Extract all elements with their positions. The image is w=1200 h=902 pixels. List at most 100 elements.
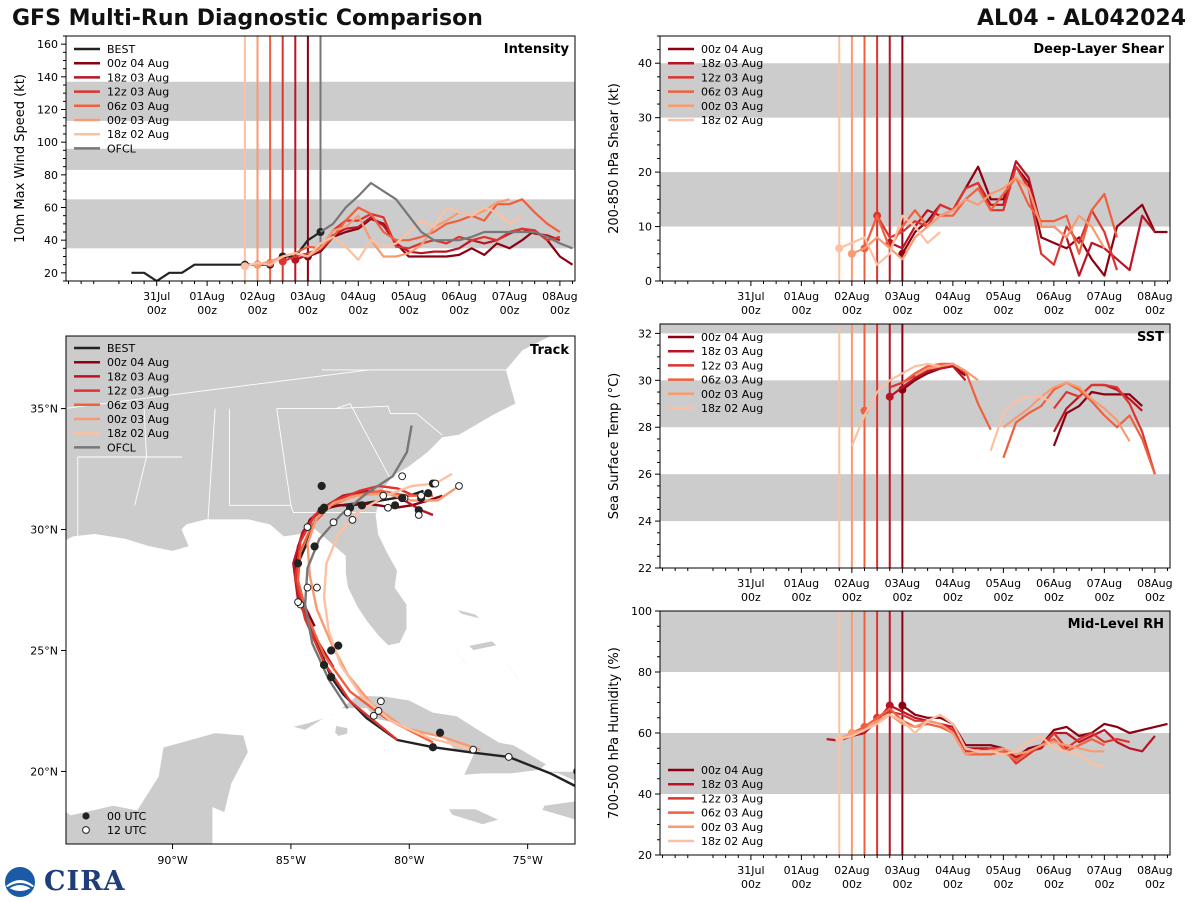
rh-xtick-hour: 00z <box>1044 878 1064 891</box>
sst-point <box>885 392 894 401</box>
sst-xtick-hour: 00z <box>1094 591 1114 604</box>
intensity-line-OFCL <box>319 181 573 250</box>
track-xtick-label: 85°W <box>276 854 306 867</box>
shear-xtick-hour: 00z <box>943 304 963 317</box>
legend-label: 12z 03 Aug <box>701 792 763 805</box>
bahamas-island <box>551 705 571 724</box>
rh-xtick-hour: 00z <box>1094 878 1114 891</box>
state-boundary <box>66 369 370 409</box>
legend-label: 18z 02 Aug <box>701 402 763 415</box>
shear-band-0 <box>660 172 1170 227</box>
intensity-xtick-hour: 00z <box>550 304 570 317</box>
track-xtick-label: 90°W <box>157 854 187 867</box>
track-point-12utc <box>414 511 423 519</box>
legend-label: OFCL <box>107 142 137 155</box>
intensity-ytick-label: 60 <box>44 202 58 215</box>
track-line-OFCL <box>303 425 413 710</box>
rh-line-00z-03-Aug <box>838 713 1105 756</box>
rh-point <box>835 735 844 744</box>
bahamas-island <box>527 686 545 707</box>
rh-line-18z-02-Aug <box>839 713 1105 768</box>
shear-xtick-date: 03Aug <box>885 290 920 303</box>
rh-xtick-hour: 00z <box>741 878 761 891</box>
legend-label: 06z 03 Aug <box>701 374 763 387</box>
intensity-plot-area <box>66 36 575 281</box>
shear-xtick-date: 01Aug <box>784 290 819 303</box>
shear-xtick-hour: 00z <box>791 304 811 317</box>
cira-logo-text: CIRA <box>44 866 126 897</box>
intensity-ytick-label: 80 <box>44 169 58 182</box>
shear-xtick-date: 07Aug <box>1087 290 1122 303</box>
intensity-xtick-date: 01Aug <box>189 290 224 303</box>
legend-label: 00z 03 Aug <box>701 821 763 834</box>
intensity-xtick-hour: 00z <box>500 304 520 317</box>
isla-juventud <box>334 725 349 737</box>
legend-label: 00z 04 Aug <box>701 764 763 777</box>
legend-label: 06z 03 Aug <box>701 807 763 820</box>
noaa-globe-icon <box>5 867 35 897</box>
shear-xtick-hour: 00z <box>1145 304 1165 317</box>
state-boundary <box>276 405 443 436</box>
intensity-ytick-label: 20 <box>44 267 58 280</box>
legend-label: 06z 03 Aug <box>107 100 169 113</box>
legend-label: 12z 03 Aug <box>701 359 763 372</box>
shear-xtick-hour: 00z <box>892 304 912 317</box>
sst-xtick-hour: 00z <box>842 591 862 604</box>
legend-label: 00z 04 Aug <box>107 356 169 369</box>
track-point-12utc <box>379 491 388 500</box>
intensity-ytick-label: 100 <box>37 136 58 149</box>
track-point-00utc <box>327 646 336 655</box>
panel-shear: 01020304031Jul00z01Aug00z02Aug00z03Aug00… <box>607 35 1173 317</box>
track-title: Track <box>530 343 569 358</box>
panel-track: 90°W 85°W 80°W 75°W 20°N 25°N 30°N 35°N Track BES… <box>30 335 576 867</box>
figure-title: GFS Multi-Run Diagnostic Comparison <box>12 6 483 31</box>
rh-point <box>885 701 894 710</box>
sst-xtick-date: 08Aug <box>1137 577 1172 590</box>
track-point-00utc <box>319 503 329 512</box>
sst-line-12z-03-Aug <box>1053 383 1156 475</box>
track-point-12utc <box>417 491 426 500</box>
intensity-xtick-date: 03Aug <box>290 290 325 303</box>
track-ytick-label: 30°N <box>30 524 58 537</box>
shear-xtick-date: 31Jul <box>737 290 764 303</box>
rh-xtick-date: 31Jul <box>737 864 764 877</box>
track-point-00utc <box>317 481 326 491</box>
track-point-12utc <box>455 482 463 490</box>
cira-logo: CIRA <box>4 866 125 898</box>
track-point-12utc <box>384 503 392 512</box>
shear-line-18z-02-Aug <box>838 214 941 266</box>
sst-ylabel: Sea Surface Temp (°C) <box>607 373 622 520</box>
track-point-12utc <box>504 753 513 761</box>
rh-xtick-hour: 00z <box>892 878 912 891</box>
shear-xtick-hour: 00z <box>1094 304 1114 317</box>
track-point-00utc <box>310 542 319 551</box>
sst-xtick-date: 07Aug <box>1087 577 1122 590</box>
state-boundary <box>335 403 391 479</box>
legend-label: 18z 03 Aug <box>107 370 169 383</box>
rh-point <box>898 701 907 710</box>
sst-xtick-hour: 00z <box>993 591 1013 604</box>
track-point-00utc <box>319 660 329 670</box>
sst-band-1 <box>660 380 1170 428</box>
sst-ytick-label: 28 <box>638 421 652 434</box>
intensity-ylabel: 10m Max Wind Speed (kt) <box>13 74 28 243</box>
sst-xtick-date: 03Aug <box>885 577 920 590</box>
shear-point <box>835 244 844 253</box>
bahamas-island <box>451 645 472 671</box>
state-boundary <box>276 408 292 506</box>
sst-line-00z-04-Aug <box>1052 390 1143 447</box>
shear-xtick-date: 06Aug <box>1036 290 1071 303</box>
intensity-xtick-date: 04Aug <box>341 290 376 303</box>
storm-id-title: AL04 - AL042024 <box>977 6 1186 31</box>
rh-plot-area <box>660 611 1170 855</box>
panel-sst: 22242628303231Jul00z01Aug00z02Aug00z03Au… <box>607 323 1173 604</box>
rh-title: Mid-Level RH <box>1068 617 1164 632</box>
jamaica-island <box>447 808 501 826</box>
track-point-12utc <box>348 515 357 524</box>
rh-xtick-hour: 00z <box>842 878 862 891</box>
intensity-line-00z-04-Aug <box>307 217 574 266</box>
